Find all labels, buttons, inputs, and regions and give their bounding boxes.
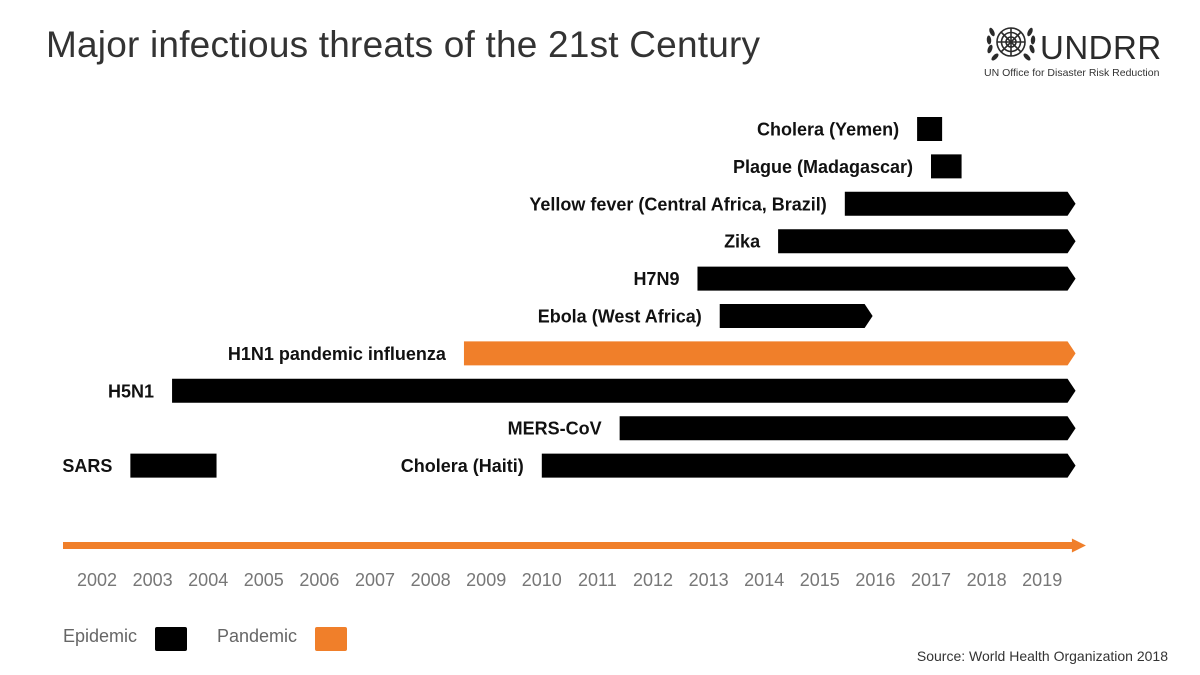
legend-pandemic-swatch <box>315 627 347 651</box>
year-tick-label-2019: 2019 <box>1022 570 1062 590</box>
event-bar-sars <box>130 453 217 478</box>
year-tick-label-2005: 2005 <box>244 570 284 590</box>
year-tick-label-2012: 2012 <box>633 570 673 590</box>
year-tick-label-2018: 2018 <box>967 570 1007 590</box>
event-label-cholera-haiti: Cholera (Haiti) <box>401 456 524 476</box>
event-bar-cholera-haiti <box>541 453 1076 478</box>
event-label-sars: SARS <box>62 456 112 476</box>
un-emblem-icon <box>986 27 1036 61</box>
year-tick-label-2003: 2003 <box>133 570 173 590</box>
legend-epidemic-swatch <box>155 627 187 651</box>
year-tick-label-2016: 2016 <box>855 570 895 590</box>
event-label-h1n1-pandemic-influenza: H1N1 pandemic influenza <box>228 344 447 364</box>
event-bar-yellow-fever-central-africa-brazil <box>844 191 1076 216</box>
year-tick-label-2006: 2006 <box>299 570 339 590</box>
event-bar-h7n9 <box>697 266 1076 291</box>
year-tick-label-2014: 2014 <box>744 570 784 590</box>
event-label-plague-madagascar: Plague (Madagascar) <box>733 157 913 177</box>
event-bar-cholera-yemen <box>917 117 943 141</box>
legend-epidemic-label: Epidemic <box>63 626 138 646</box>
year-tick-label-2009: 2009 <box>466 570 506 590</box>
source-note: Source: World Health Organization 2018 <box>916 648 1168 664</box>
event-label-mers-cov: MERS-CoV <box>508 419 602 439</box>
legend-pandemic-label: Pandemic <box>217 626 298 646</box>
year-tick-label-2015: 2015 <box>800 570 840 590</box>
page-title: Major infectious threats of the 21st Cen… <box>46 24 761 65</box>
year-tick-label-2002: 2002 <box>77 570 117 590</box>
event-label-zika: Zika <box>724 232 761 252</box>
event-label-cholera-yemen: Cholera (Yemen) <box>757 120 899 140</box>
event-label-yellow-fever-central-africa-brazil: Yellow fever (Central Africa, Brazil) <box>529 194 826 214</box>
year-tick-label-2013: 2013 <box>689 570 729 590</box>
year-tick-label-2007: 2007 <box>355 570 395 590</box>
logo-wordmark: UNDRR <box>1040 29 1162 66</box>
year-tick-label-2011: 2011 <box>578 570 617 590</box>
event-bar-plague-madagascar <box>931 154 962 179</box>
undrr-logo: UNDRR UN Office for Disaster Risk Reduct… <box>982 16 1162 86</box>
year-tick-label-2008: 2008 <box>411 570 451 590</box>
event-bar-h5n1 <box>172 378 1076 403</box>
year-tick-label-2010: 2010 <box>522 570 562 590</box>
event-bar-ebola-west-africa <box>719 304 873 328</box>
year-tick-label-2004: 2004 <box>188 570 228 590</box>
event-label-h5n1: H5N1 <box>108 381 154 401</box>
year-tick-label-2017: 2017 <box>911 570 951 590</box>
event-bar-mers-cov <box>619 416 1076 441</box>
event-bar-h1n1-pandemic-influenza <box>463 341 1076 366</box>
timeline-axis-arrowhead <box>1071 538 1086 553</box>
event-label-ebola-west-africa: Ebola (West Africa) <box>538 307 702 327</box>
event-bar-zika <box>778 229 1076 254</box>
event-label-h7n9: H7N9 <box>633 269 679 289</box>
logo-subtitle: UN Office for Disaster Risk Reduction <box>984 67 1160 79</box>
